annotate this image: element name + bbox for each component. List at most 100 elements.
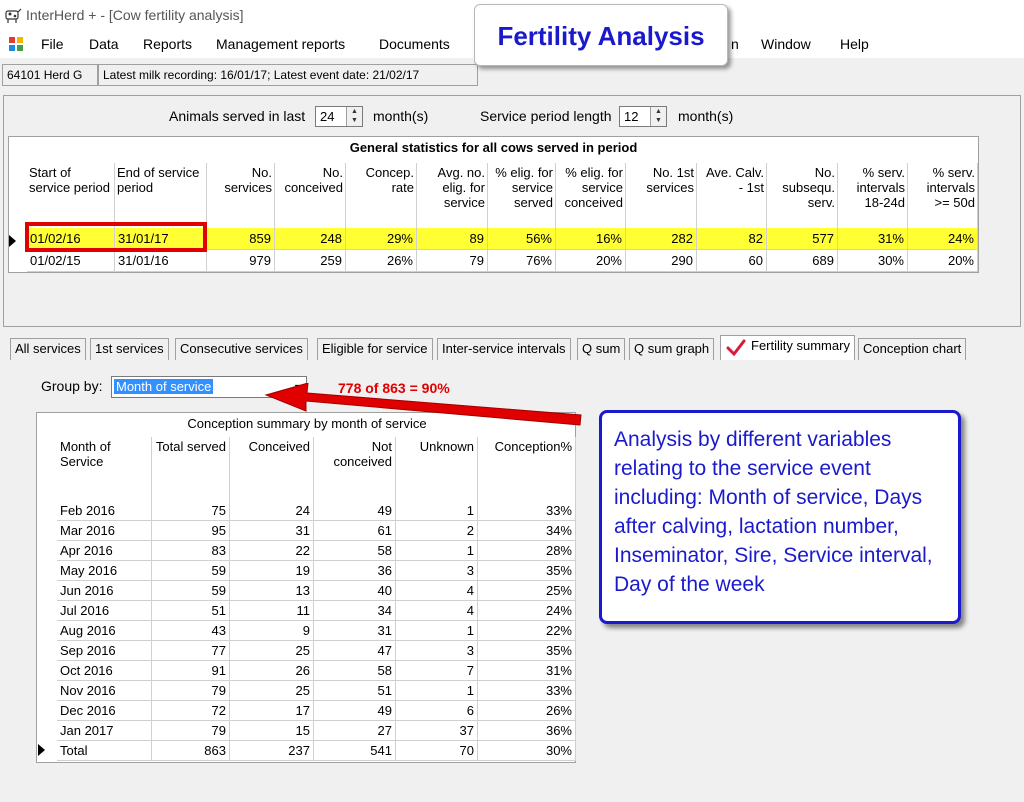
summary-cell: 59 xyxy=(152,581,230,601)
tab-eligible-for-service[interactable]: Eligible for service xyxy=(317,338,433,360)
stats-header[interactable]: Concep. rate xyxy=(346,163,417,229)
summary-cell: 72 xyxy=(152,701,230,721)
summary-cell: 91 xyxy=(152,661,230,681)
group-by-select[interactable]: Month of service ▼ xyxy=(111,376,307,398)
stats-cell: 89 xyxy=(417,228,488,250)
summary-cell: 24 xyxy=(230,501,314,521)
summary-cell: 24% xyxy=(478,601,576,621)
summary-row[interactable]: Apr 2016 83 22 58 1 28% xyxy=(57,541,576,561)
summary-row[interactable]: Jan 2017 79 15 27 37 36% xyxy=(57,721,576,741)
served-period-label: Animals served in last xyxy=(169,108,306,124)
summary-row[interactable]: Jul 2016 51 11 34 4 24% xyxy=(57,601,576,621)
stats-row[interactable]: 01/02/15 31/01/16 979 259 26% 79 76% 20%… xyxy=(27,250,978,272)
summary-header[interactable]: Month of Service xyxy=(57,437,152,511)
menu-file[interactable]: File xyxy=(41,36,64,52)
stats-cell: 29% xyxy=(346,228,417,250)
stats-cell: 859 xyxy=(207,228,275,250)
summary-cell: 79 xyxy=(152,681,230,701)
summary-row[interactable]: May 2016 59 19 36 3 35% xyxy=(57,561,576,581)
stats-header[interactable]: End of service period xyxy=(115,163,207,229)
tab-conception-chart[interactable]: Conception chart xyxy=(858,338,967,360)
stats-header[interactable]: % elig. for service conceived xyxy=(556,163,626,229)
stats-cell: 259 xyxy=(275,250,346,272)
summary-cell: May 2016 xyxy=(57,561,152,581)
summary-cell: 40 xyxy=(314,581,396,601)
period-length-spinner[interactable]: 12 ▲ ▼ xyxy=(619,106,667,127)
summary-cell: 17 xyxy=(230,701,314,721)
stats-cell: 76% xyxy=(488,250,556,272)
tab-q-sum[interactable]: Q sum xyxy=(577,338,626,360)
stats-cell: 60 xyxy=(697,250,767,272)
menu-data[interactable]: Data xyxy=(89,36,119,52)
general-statistics-table: General statistics for all cows served i… xyxy=(8,136,979,273)
stats-header[interactable]: No. conceived xyxy=(275,163,346,229)
summary-cell: 35% xyxy=(478,641,576,661)
spinner-arrows-icon[interactable]: ▲ ▼ xyxy=(650,107,666,126)
menu-reports[interactable]: Reports xyxy=(143,36,193,52)
summary-row[interactable]: Sep 2016 77 25 47 3 35% xyxy=(57,641,576,661)
stats-header[interactable]: % serv. intervals >= 50d xyxy=(908,163,978,229)
spinner-arrows-icon[interactable]: ▲ ▼ xyxy=(346,107,362,126)
stats-cell: 82 xyxy=(697,228,767,250)
summary-cell: 37 xyxy=(396,721,478,741)
stats-row[interactable]: 01/02/16 31/01/17 859 248 29% 89 56% 16%… xyxy=(27,228,978,250)
menu-help[interactable]: Help xyxy=(840,36,869,52)
checkmark-icon xyxy=(726,339,746,357)
summary-cell: 79 xyxy=(152,721,230,741)
summary-cell: 51 xyxy=(152,601,230,621)
stats-cell: 248 xyxy=(275,228,346,250)
stats-header[interactable]: Ave. Calv. - 1st xyxy=(697,163,767,229)
stats-header[interactable]: No. 1st services xyxy=(626,163,697,229)
stats-cell: 16% xyxy=(556,228,626,250)
summary-header[interactable]: Unknown xyxy=(396,437,478,511)
period-highlight-box xyxy=(25,222,207,252)
conception-ratio-text: 778 of 863 = 90% xyxy=(338,380,450,396)
menu-documents[interactable]: Documents xyxy=(379,36,450,52)
summary-row[interactable]: Dec 2016 72 17 49 6 26% xyxy=(57,701,576,721)
tab-q-sum-graph[interactable]: Q sum graph xyxy=(629,338,715,360)
summary-cell: Dec 2016 xyxy=(57,701,152,721)
summary-cell: 31 xyxy=(314,621,396,641)
conception-summary-table: Conception summary by month of service M… xyxy=(36,412,576,763)
summary-cell: 58 xyxy=(314,661,396,681)
summary-cell: 36% xyxy=(478,721,576,741)
summary-cell: 59 xyxy=(152,561,230,581)
summary-cell: 25% xyxy=(478,581,576,601)
stats-header[interactable]: % serv. intervals 18-24d xyxy=(838,163,908,229)
menu-hidden-item[interactable]: n xyxy=(731,36,739,52)
summary-row[interactable]: Jun 2016 59 13 40 4 25% xyxy=(57,581,576,601)
menu-window[interactable]: Window xyxy=(761,36,811,52)
summary-total-row[interactable]: Total 863 237 541 70 30% xyxy=(57,741,576,761)
served-months-spinner[interactable]: 24 ▲ ▼ xyxy=(315,106,363,127)
tab-fertility-summary[interactable]: Fertility summary xyxy=(720,335,855,361)
stats-header[interactable]: % elig. for service served xyxy=(488,163,556,229)
summary-header[interactable]: Total served xyxy=(152,437,230,511)
summary-header[interactable]: Conceived xyxy=(230,437,314,511)
summary-header[interactable]: Not conceived xyxy=(314,437,396,511)
analysis-note-callout: Analysis by different variables relating… xyxy=(599,410,961,624)
stats-header[interactable]: Start of service period xyxy=(27,163,115,229)
summary-cell: 541 xyxy=(314,741,396,761)
summary-cell: 22% xyxy=(478,621,576,641)
tab-inter-service-intervals[interactable]: Inter-service intervals xyxy=(437,338,571,360)
stats-header[interactable]: No. services xyxy=(207,163,275,229)
summary-row[interactable]: Aug 2016 43 9 31 1 22% xyxy=(57,621,576,641)
stats-cell: 20% xyxy=(908,250,978,272)
stats-header[interactable]: No. subsequ. serv. xyxy=(767,163,838,229)
summary-row[interactable]: Mar 2016 95 31 61 2 34% xyxy=(57,521,576,541)
summary-row[interactable]: Feb 2016 75 24 49 1 33% xyxy=(57,501,576,521)
window-menu-icon[interactable] xyxy=(8,36,24,52)
tab-consecutive-services[interactable]: Consecutive services xyxy=(175,338,308,360)
summary-cell: 26% xyxy=(478,701,576,721)
summary-row[interactable]: Nov 2016 79 25 51 1 33% xyxy=(57,681,576,701)
summary-header[interactable]: Conception% xyxy=(478,437,576,511)
stats-header[interactable]: Avg. no. elig. for service xyxy=(417,163,488,229)
tab-1st-services[interactable]: 1st services xyxy=(90,338,169,360)
summary-cell: 83 xyxy=(152,541,230,561)
summary-row[interactable]: Oct 2016 91 26 58 7 31% xyxy=(57,661,576,681)
menu-management-reports[interactable]: Management reports xyxy=(216,36,346,52)
summary-cell: 4 xyxy=(396,601,478,621)
tab-all-services[interactable]: All services xyxy=(10,338,86,360)
served-unit-label: month(s) xyxy=(373,108,429,124)
summary-cell: Oct 2016 xyxy=(57,661,152,681)
